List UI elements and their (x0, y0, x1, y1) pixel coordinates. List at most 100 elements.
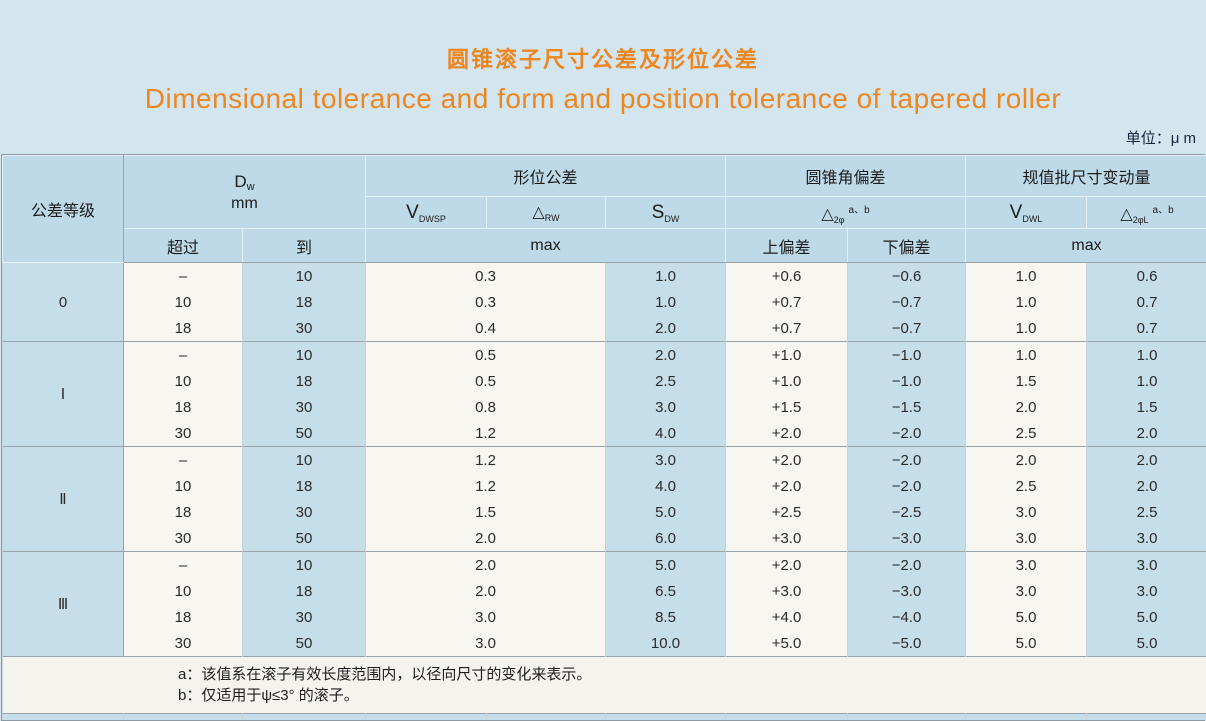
grade-cell: Ⅱ (3, 447, 124, 552)
header-over: 超过 (124, 229, 243, 263)
tolerance-table: 公差等级 Dw mm 形位公差 圆锥角偏差 规值批尺寸变动量 VDWSP △RW… (2, 155, 1206, 720)
data-cell: 18 (124, 394, 243, 420)
bottom-strip-cell (3, 714, 124, 721)
data-cell: 4.0 (606, 473, 726, 499)
data-cell: – (124, 447, 243, 474)
data-cell: 2.0 (606, 315, 726, 342)
vdwl-sub: DWL (1022, 214, 1042, 224)
data-cell: 5.0 (606, 552, 726, 579)
data-cell: 10.0 (606, 630, 726, 657)
data-cell: 10 (124, 368, 243, 394)
header-batch-variation: 规值批尺寸变动量 (966, 156, 1206, 197)
page-title-en: Dimensional tolerance and form and posit… (0, 83, 1206, 115)
data-cell: +4.0 (726, 604, 848, 630)
data-cell: 50 (243, 630, 366, 657)
data-cell: 1.2 (366, 473, 606, 499)
data-cell: 0.8 (366, 394, 606, 420)
header-delta-rw: △RW (487, 197, 606, 229)
delta-2phil-base: △ (1120, 206, 1132, 223)
data-cell: +1.5 (726, 394, 848, 420)
notes-cell: a：该值系在滚子有效长度范围内，以径向尺寸的变化来表示。 b：仅适用于ψ≤3° … (3, 657, 1206, 714)
header-dw: Dw mm (124, 156, 366, 229)
data-cell: −0.7 (848, 315, 966, 342)
header-lower-deviation: 下偏差 (848, 229, 966, 263)
bottom-strip-cell (366, 714, 487, 721)
data-cell: 3.0 (966, 525, 1087, 552)
delta-2phil-sup: a、b (1153, 205, 1174, 216)
data-cell: 6.0 (606, 525, 726, 552)
data-cell: 1.2 (366, 420, 606, 447)
tolerance-table-wrap: 公差等级 Dw mm 形位公差 圆锥角偏差 规值批尺寸变动量 VDWSP △RW… (1, 154, 1205, 721)
data-cell: 18 (243, 368, 366, 394)
dw-unit: mm (124, 195, 365, 213)
header-grade: 公差等级 (3, 156, 124, 263)
data-cell: 4.0 (606, 420, 726, 447)
data-cell: 1.0 (966, 315, 1087, 342)
data-cell: 0.3 (366, 289, 606, 315)
header-max-form: max (366, 229, 726, 263)
data-cell: 1.0 (966, 289, 1087, 315)
data-cell: 2.5 (966, 473, 1087, 499)
data-cell: 0.5 (366, 368, 606, 394)
data-cell: 18 (243, 473, 366, 499)
data-cell: +2.0 (726, 552, 848, 579)
header-form-tolerance: 形位公差 (366, 156, 726, 197)
data-cell: 3.0 (606, 394, 726, 420)
data-cell: 5.0 (1087, 630, 1206, 657)
grade-cell: Ⅲ (3, 552, 124, 657)
delta-2phil-sub: 2φL (1133, 215, 1149, 225)
dw-sub: w (247, 181, 255, 193)
data-cell: 1.5 (1087, 394, 1206, 420)
data-cell: 18 (243, 289, 366, 315)
data-cell: +2.5 (726, 499, 848, 525)
notes-row: a：该值系在滚子有效长度范围内，以径向尺寸的变化来表示。 b：仅适用于ψ≤3° … (3, 657, 1206, 714)
bottom-strip-cell (243, 714, 366, 721)
page-header: 圆锥滚子尺寸公差及形位公差 Dimensional tolerance and … (0, 0, 1206, 115)
data-cell: 10 (243, 552, 366, 579)
data-cell: +0.6 (726, 263, 848, 290)
vdwsp-sub: DWSP (419, 214, 446, 224)
data-cell: 0.3 (366, 263, 606, 290)
grade-cell: Ⅰ (3, 342, 124, 447)
data-cell: 1.5 (366, 499, 606, 525)
sdw-base: S (652, 202, 665, 223)
data-cell: 3.0 (1087, 578, 1206, 604)
data-cell: 1.0 (966, 342, 1087, 369)
data-cell: 18 (124, 499, 243, 525)
bottom-strip-cell (124, 714, 243, 721)
data-cell: −3.0 (848, 578, 966, 604)
data-cell: 3.0 (606, 447, 726, 474)
data-cell: 30 (243, 499, 366, 525)
data-cell: −0.7 (848, 289, 966, 315)
header-cone-angle: 圆锥角偏差 (726, 156, 966, 197)
vdwsp-base: V (406, 202, 419, 223)
data-cell: 1.0 (1087, 342, 1206, 369)
header-vdwsp: VDWSP (366, 197, 487, 229)
data-cell: +1.0 (726, 342, 848, 369)
data-cell: 1.0 (606, 289, 726, 315)
data-cell: 10 (124, 473, 243, 499)
data-cell: 2.5 (1087, 499, 1206, 525)
data-cell: 2.0 (1087, 447, 1206, 474)
data-cell: 30 (124, 630, 243, 657)
header-vdwl: VDWL (966, 197, 1087, 229)
data-cell: 3.0 (966, 499, 1087, 525)
data-cell: – (124, 552, 243, 579)
delta-2phi-base: △ (821, 206, 833, 223)
data-cell: – (124, 342, 243, 369)
sdw-sub: DW (664, 214, 679, 224)
data-cell: 3.0 (966, 578, 1087, 604)
data-cell: +3.0 (726, 578, 848, 604)
bottom-strip (3, 714, 1206, 721)
data-cell: 1.5 (966, 368, 1087, 394)
data-cell: −1.0 (848, 342, 966, 369)
data-cell: 30 (243, 604, 366, 630)
data-cell: +2.0 (726, 447, 848, 474)
header-sdw: SDW (606, 197, 726, 229)
data-cell: 3.0 (1087, 525, 1206, 552)
data-cell: 1.0 (1087, 368, 1206, 394)
data-cell: 1.0 (966, 263, 1087, 290)
page-title-zh: 圆锥滚子尺寸公差及形位公差 (0, 42, 1206, 74)
data-cell: 0.4 (366, 315, 606, 342)
data-cell: +1.0 (726, 368, 848, 394)
